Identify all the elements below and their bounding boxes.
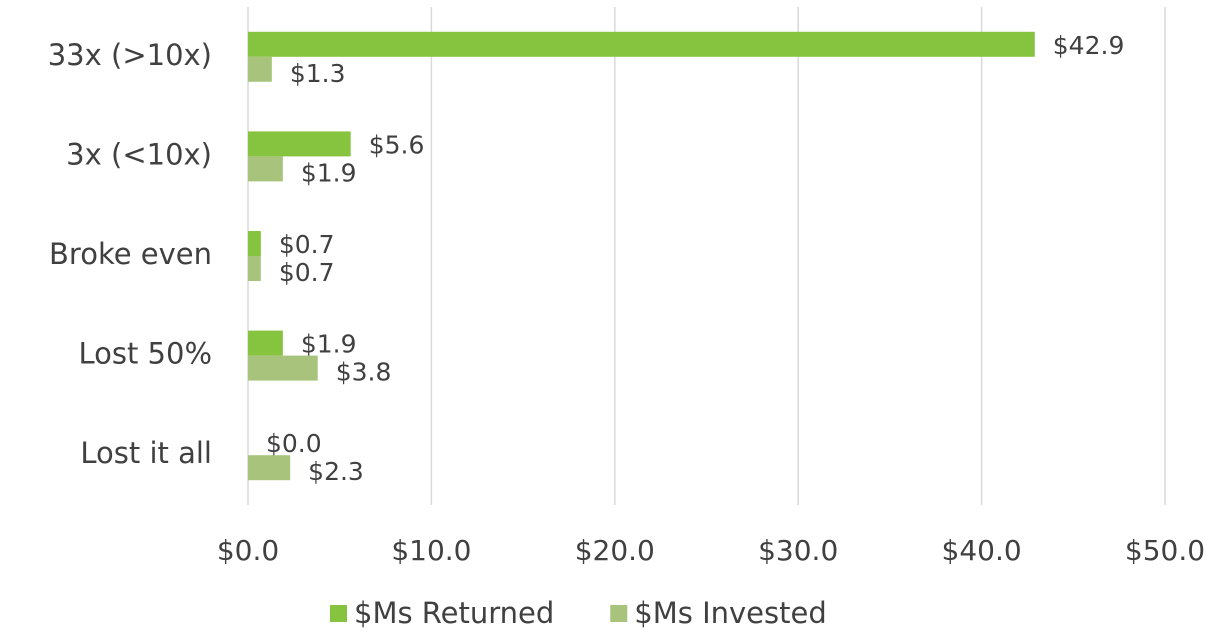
value-label: $5.6	[369, 130, 425, 159]
legend-label: $Ms Returned	[354, 596, 554, 630]
bar	[248, 31, 1035, 57]
y-tick-label: Lost it all	[80, 436, 212, 470]
bar	[248, 131, 351, 157]
y-tick-label: Lost 50%	[78, 337, 212, 371]
x-tick-label: $50.0	[1125, 534, 1205, 567]
x-tick-label: $20.0	[575, 534, 655, 567]
bar	[248, 455, 291, 481]
value-label: $0.0	[266, 429, 322, 458]
y-tick-label: 3x (<10x)	[66, 137, 212, 171]
value-label: $0.7	[279, 258, 335, 287]
bar	[248, 330, 283, 356]
value-label: $1.9	[301, 330, 357, 359]
bar	[248, 156, 283, 182]
legend-label: $Ms Invested	[634, 596, 826, 630]
value-label: $1.9	[301, 158, 357, 187]
bar	[248, 56, 272, 82]
x-tick-label: $40.0	[942, 534, 1022, 567]
value-label: $42.9	[1053, 31, 1125, 60]
x-tick-label: $0.0	[217, 534, 279, 567]
value-label: $0.7	[279, 230, 335, 259]
x-tick-label: $10.0	[391, 534, 471, 567]
legend-swatch	[610, 605, 628, 622]
y-tick-label: 33x (>10x)	[48, 38, 212, 72]
bar	[248, 256, 261, 281]
value-label: $1.3	[290, 59, 346, 88]
bar	[248, 231, 261, 256]
x-tick-label: $30.0	[758, 534, 838, 567]
legend-swatch	[330, 605, 347, 622]
value-label: $2.3	[308, 457, 364, 486]
value-label: $3.8	[336, 358, 392, 387]
y-tick-label: Broke even	[49, 237, 212, 271]
bar	[248, 355, 318, 381]
